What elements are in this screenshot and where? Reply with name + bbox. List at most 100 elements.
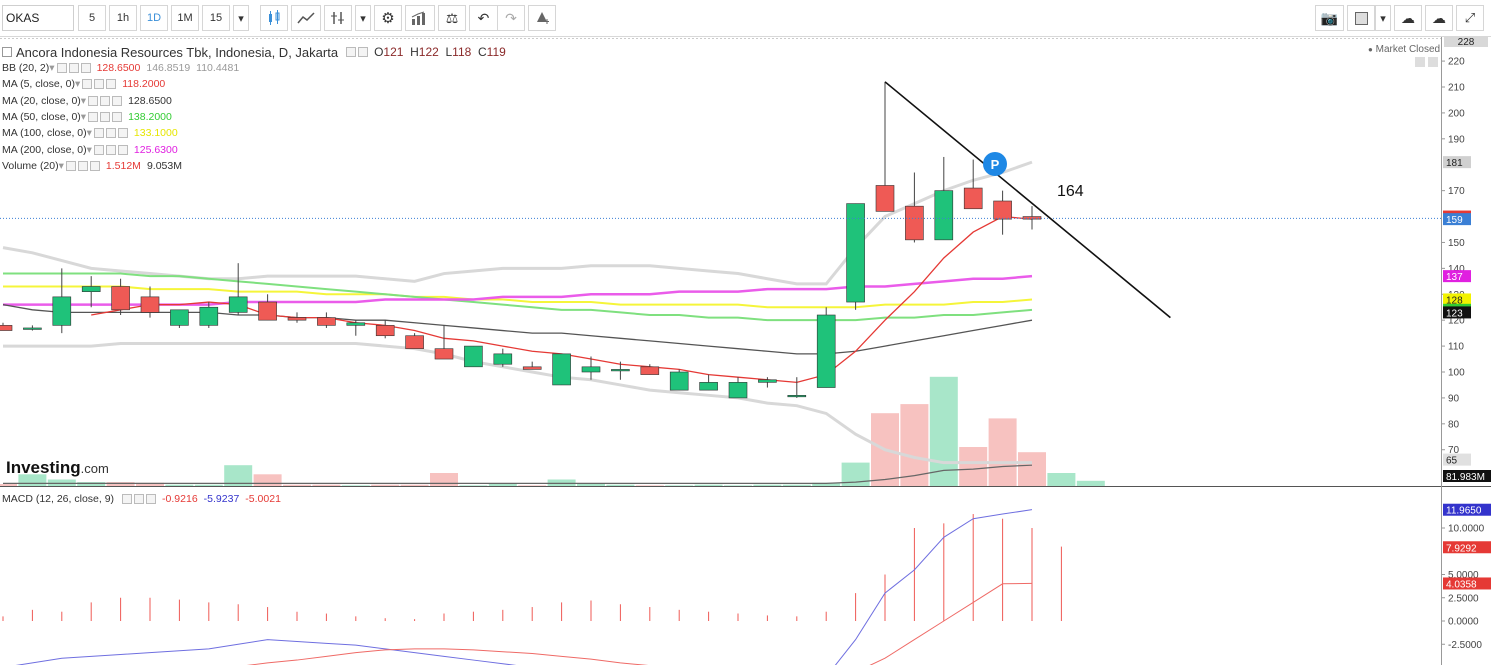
- gear-icon[interactable]: [105, 128, 116, 139]
- camera-icon: 📷: [1320, 9, 1338, 26]
- indicator-label[interactable]: MA (5, close, 0): [2, 78, 75, 91]
- macd-badge-label: 4.0358: [1446, 579, 1477, 590]
- candle-body: [963, 187, 983, 210]
- alert-button[interactable]: [528, 5, 556, 31]
- interval-1d[interactable]: 1D: [140, 5, 168, 31]
- gear-icon[interactable]: [94, 79, 105, 90]
- price-badge-label: 128: [1446, 295, 1463, 306]
- axis-top-badge: [1444, 37, 1488, 47]
- candles-style-button[interactable]: [260, 5, 288, 31]
- close-icon[interactable]: [80, 63, 91, 74]
- fullscreen-button[interactable]: ⤢: [1456, 5, 1484, 31]
- compare-button[interactable]: [324, 5, 352, 31]
- candle-body: [993, 200, 1012, 220]
- chevron-down-icon[interactable]: ▾: [49, 62, 55, 75]
- close-icon[interactable]: [89, 160, 100, 171]
- price-tick-label: 190: [1448, 134, 1465, 145]
- volume-bar: [47, 479, 76, 486]
- gear-icon[interactable]: [77, 160, 88, 171]
- candle-body: [0, 325, 13, 331]
- indicator-label[interactable]: BB (20, 2): [2, 62, 50, 75]
- chart-legend: Ancora Indonesia Resources Tbk, Indonesi…: [2, 44, 506, 174]
- price-tick-label: 80: [1448, 419, 1460, 430]
- indicator-label[interactable]: MA (50, close, 0): [2, 111, 81, 124]
- indicators-button[interactable]: [291, 5, 321, 31]
- price-tick-label: 110: [1448, 342, 1464, 353]
- indicator-value: 128.6500: [128, 94, 172, 107]
- eye-icon[interactable]: [65, 160, 76, 171]
- candle-body: [787, 395, 807, 398]
- interval-1h[interactable]: 1h: [109, 5, 137, 31]
- eye-icon[interactable]: [88, 112, 99, 123]
- chevron-down-icon: ▾: [360, 12, 366, 25]
- price-tick-label: 210: [1448, 83, 1465, 94]
- close-icon[interactable]: [117, 128, 128, 139]
- gear-icon[interactable]: [68, 63, 79, 74]
- volume-bar: [900, 404, 929, 486]
- indicator-label[interactable]: MA (20, close, 0): [2, 94, 81, 107]
- interval-5[interactable]: 5: [78, 5, 106, 31]
- bar-chart-button[interactable]: [405, 5, 435, 31]
- symbol-input[interactable]: OKAS: [2, 5, 74, 31]
- macd-value: -0.9216: [162, 493, 198, 505]
- interval-dropdown-button[interactable]: ▾: [233, 5, 249, 31]
- line-chart-icon: [297, 12, 315, 24]
- chevron-down-icon[interactable]: ▾: [86, 143, 92, 156]
- price-tick-label: 70: [1448, 445, 1460, 456]
- eye-icon[interactable]: [88, 95, 99, 106]
- macd-label: MACD (12, 26, close, 9): [2, 493, 115, 505]
- price-chart[interactable]: 164P220210200190170150140130120110100908…: [0, 37, 1491, 665]
- candle-body: [199, 306, 219, 326]
- undo-button[interactable]: ↶: [469, 5, 497, 31]
- macd-line: [15, 509, 1033, 665]
- candle-body: [405, 335, 424, 349]
- indicator-label[interactable]: Volume (20): [2, 159, 59, 172]
- eye-icon[interactable]: [82, 79, 93, 90]
- candle-body: [258, 301, 277, 321]
- symbol-title-row: Ancora Indonesia Resources Tbk, Indonesi…: [2, 44, 506, 60]
- indicator-label[interactable]: MA (100, close, 0): [2, 127, 87, 140]
- gear-icon[interactable]: [100, 95, 111, 106]
- indicator-label[interactable]: MA (200, close, 0): [2, 143, 87, 156]
- chevron-down-icon[interactable]: ▾: [80, 94, 87, 107]
- collapse-icon[interactable]: [2, 47, 12, 57]
- scale-button[interactable]: ⚖: [438, 5, 466, 31]
- close-icon[interactable]: [112, 95, 123, 106]
- chevron-down-icon[interactable]: ▾: [74, 78, 81, 91]
- cloud-save-button[interactable]: ☁: [1425, 5, 1453, 31]
- interval-15[interactable]: 15: [202, 5, 230, 31]
- settings-button[interactable]: ⚙: [374, 5, 402, 31]
- eye-icon[interactable]: [56, 63, 67, 74]
- volume-bar: [283, 484, 311, 486]
- candle-body: [846, 203, 865, 303]
- chevron-down-icon[interactable]: ▾: [58, 159, 64, 172]
- cloud-load-button[interactable]: ☁: [1394, 5, 1422, 31]
- close-icon[interactable]: [112, 112, 123, 123]
- gear-icon[interactable]: [134, 494, 145, 504]
- eye-icon[interactable]: [93, 128, 104, 139]
- layout-dropdown-button[interactable]: ▾: [1375, 5, 1391, 31]
- price-tick-label: 170: [1448, 186, 1465, 197]
- close-icon[interactable]: [106, 79, 117, 90]
- compare-dropdown-button[interactable]: ▾: [355, 5, 371, 31]
- redo-button[interactable]: ↷: [497, 5, 525, 31]
- layout-button[interactable]: [1347, 5, 1375, 31]
- close-icon[interactable]: [146, 494, 157, 504]
- eye-icon[interactable]: [122, 494, 133, 504]
- macd-tick-label: 2.5000: [1448, 593, 1479, 604]
- gear-icon[interactable]: [358, 47, 369, 57]
- price-tick-label: 120: [1448, 316, 1465, 327]
- volume-bar: [518, 485, 547, 486]
- eye-icon[interactable]: [346, 47, 357, 57]
- gear-icon[interactable]: [100, 112, 111, 123]
- annotation-label: 164: [1057, 183, 1084, 200]
- candle-body: [434, 348, 454, 360]
- snapshot-button[interactable]: 📷: [1314, 5, 1344, 31]
- volume-bar: [753, 484, 782, 486]
- interval-1m[interactable]: 1M: [171, 5, 199, 31]
- chevron-down-icon[interactable]: ▾: [86, 127, 92, 140]
- chevron-down-icon[interactable]: ▾: [80, 111, 87, 124]
- eye-icon[interactable]: [93, 144, 104, 155]
- close-icon[interactable]: [117, 144, 128, 155]
- gear-icon[interactable]: [105, 144, 116, 155]
